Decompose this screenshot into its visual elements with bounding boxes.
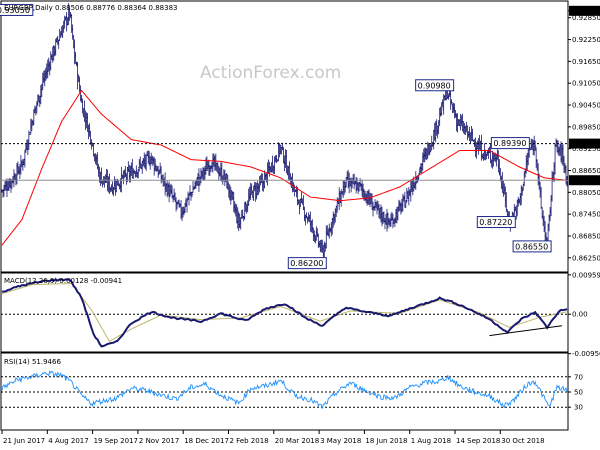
watermark: ActionForex.com	[200, 63, 341, 83]
x-tick-label: 1 Aug 2018	[411, 437, 451, 445]
price-annotations: 0.93050 0.86200 0.90980 0.89390 0.87220 0.865…	[0, 3, 552, 270]
annotation-label: 0.86200	[290, 259, 323, 268]
x-tick-label: 3 May 2018	[320, 437, 361, 445]
price-tick-label: 0.92850	[572, 14, 600, 22]
price-tick-label: 0.90450	[572, 102, 600, 110]
annotation-label: 0.86550	[515, 242, 548, 251]
annotation-label: 0.89390	[493, 139, 526, 148]
price-tick-label: 0.91650	[572, 58, 600, 66]
price-tick-label: 0.87450	[572, 211, 600, 219]
watermark-text: ActionForex.com	[200, 63, 341, 83]
x-tick-label: 21 Jun 2017	[3, 437, 45, 445]
x-tick-label: 4 Aug 2017	[48, 437, 88, 445]
annotation-box	[287, 257, 327, 270]
price-bars	[1, 2, 568, 258]
macd-trendline	[489, 325, 563, 337]
price-tick-label: 0.86250	[572, 254, 600, 262]
resistance-tag	[569, 138, 600, 149]
macd-line	[1, 278, 568, 348]
macd-tick-label: 0.009593	[572, 271, 600, 279]
annotation-box	[415, 79, 455, 92]
rsi-tick-label: 70	[574, 373, 583, 381]
annotation-label: 0.90980	[418, 81, 451, 90]
rsi-tick-label: 30	[574, 404, 583, 412]
x-tick-label: 19 Sep 2017	[94, 437, 138, 445]
rsi-line	[1, 370, 568, 409]
price-tick-label: 0.88650	[572, 167, 600, 175]
annotation-box	[476, 216, 516, 229]
annotation-label: 0.87220	[479, 218, 512, 227]
price-yaxis: 0.930400.92850 0.92250 0.91650 0.91050 0.904…	[568, 5, 600, 262]
price-tick-label: 0.88050	[572, 189, 600, 197]
price-tick-label: 0.91050	[572, 80, 600, 88]
x-tick-label: 2 Nov 2017	[139, 437, 179, 445]
rsi-header: RSI(14) 51.9466	[4, 358, 61, 366]
price-tick-label: 0.86850	[572, 232, 600, 240]
current-price-tag-label: 0.88383	[571, 177, 600, 185]
price-tick-label: 0.92250	[572, 36, 600, 44]
price-tick-label: 0.89850	[572, 123, 600, 131]
annotation-box	[512, 240, 552, 253]
high-tag	[569, 5, 600, 16]
macd-tick-label: -0.009562	[572, 350, 600, 358]
x-tick-label: 20 Mar 2018	[275, 437, 319, 445]
price-header: EURGBP,Daily 0.88506 0.88776 0.88364 0.8…	[4, 4, 177, 12]
macd-panel: 0.009593 0.00 -0.009562	[1, 271, 600, 358]
resistance-tag-label: 0.89390	[571, 140, 600, 148]
current-price-tag	[569, 175, 600, 186]
rsi-tick-label: 50	[574, 389, 583, 397]
ohlc-bars	[1, 2, 568, 258]
x-tick-label: 2 Feb 2018	[230, 437, 269, 445]
x-tick-label: 14 Sep 2018	[456, 437, 500, 445]
macd-header: MACD(12,26,9) 0.00128 -0.00941	[4, 277, 122, 285]
high-tag-label: 0.93040	[571, 7, 600, 15]
x-tick-label: 18 Dec 2017	[184, 437, 229, 445]
annotation-box	[0, 3, 34, 16]
x-tick-label: 30 Oct 2018	[501, 437, 544, 445]
annotation-box	[490, 137, 530, 150]
rsi-panel: 70 50 30	[1, 370, 583, 412]
x-axis: 21 Jun 2017 4 Aug 2017 19 Sep 2017 2 Nov 20…	[1, 430, 545, 445]
annotation-label: 0.93050	[0, 6, 30, 15]
macd-tick-label: 0.00	[572, 311, 588, 319]
x-tick-label: 18 Jun 2018	[365, 437, 407, 445]
price-tick-label: 0.89250	[572, 145, 600, 153]
price-panel-frame	[0, 0, 569, 273]
